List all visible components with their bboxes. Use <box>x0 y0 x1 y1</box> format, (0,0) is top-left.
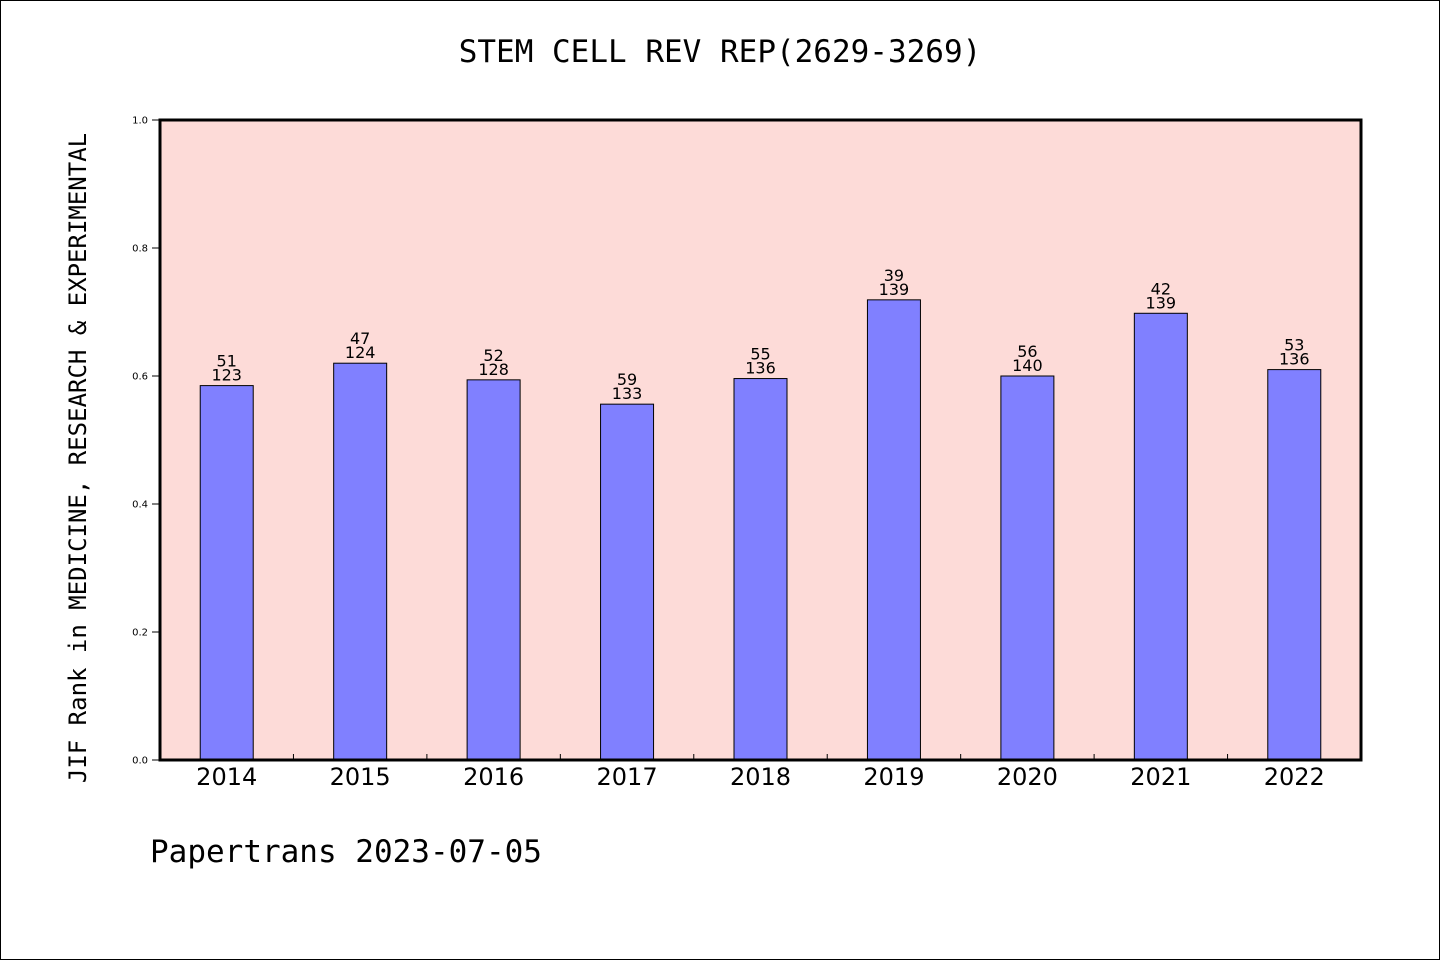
bar-total-label: 139 <box>1146 293 1177 312</box>
bar <box>466 379 521 761</box>
bar <box>333 362 388 761</box>
bar-total-label: 140 <box>1012 356 1043 375</box>
bar-total-label: 133 <box>612 384 643 403</box>
bar <box>1267 369 1322 761</box>
x-tick-label: 2016 <box>463 763 524 791</box>
bar-total-label: 136 <box>745 359 776 378</box>
x-tick-label: 2019 <box>863 763 924 791</box>
bar <box>1000 375 1055 761</box>
bar-total-label: 136 <box>1279 350 1310 369</box>
bar-rank-label: 59 <box>617 370 637 389</box>
x-tick-label: 2022 <box>1264 763 1325 791</box>
bar-rank-label: 53 <box>1284 336 1304 355</box>
x-tick-label: 2018 <box>730 763 791 791</box>
plot-border <box>158 118 1363 762</box>
bar-total-label: 123 <box>211 366 242 385</box>
chart-title: STEM CELL REV REP(2629-3269) <box>458 34 982 70</box>
bar-rank-label: 42 <box>1151 279 1171 298</box>
y-tick-label: 0.6 <box>132 372 148 383</box>
y-tick-label: 0.2 <box>132 628 148 639</box>
bar-total-label: 139 <box>879 280 910 299</box>
bar-rank-label: 55 <box>750 345 770 364</box>
bar-rank-label: 56 <box>1017 342 1037 361</box>
bar <box>733 378 788 761</box>
y-tick-label: 0.0 <box>132 756 148 767</box>
x-tick-label: 2020 <box>997 763 1058 791</box>
x-tick-label: 2021 <box>1130 763 1191 791</box>
bar-rank-label: 52 <box>483 346 503 365</box>
bar <box>199 385 254 761</box>
bar-rank-label: 47 <box>350 329 370 348</box>
bar-rank-label: 39 <box>884 266 904 285</box>
bar <box>866 299 921 761</box>
x-tick-label: 2014 <box>196 763 257 791</box>
footer-credit: Papertrans 2023-07-05 <box>150 834 542 870</box>
bar-rank-label: 51 <box>217 352 237 371</box>
x-tick-label: 2015 <box>330 763 391 791</box>
y-tick-label: 0.4 <box>132 500 148 511</box>
y-tick-label: 1.0 <box>132 116 148 127</box>
x-tick-label: 2017 <box>597 763 658 791</box>
bar-total-label: 128 <box>478 360 509 379</box>
bar-total-label: 124 <box>345 343 376 362</box>
y-tick-label: 0.8 <box>132 244 148 255</box>
bar <box>1133 312 1188 761</box>
bar <box>600 403 655 761</box>
